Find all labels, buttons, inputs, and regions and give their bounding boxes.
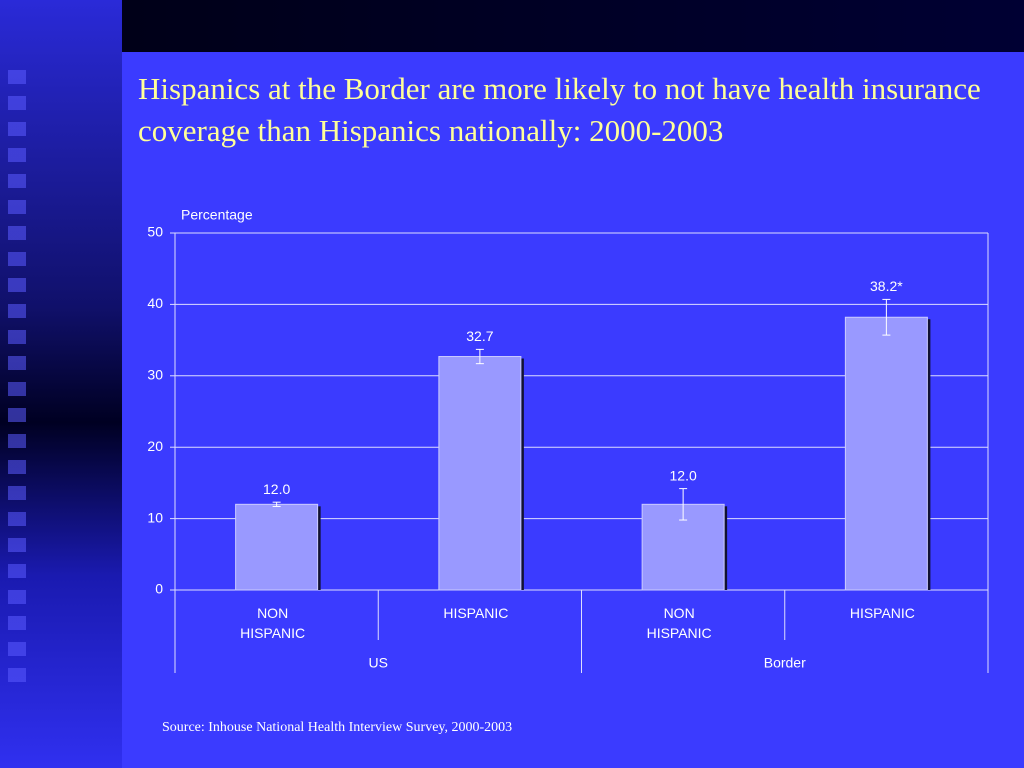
data-label: 12.0 — [670, 467, 697, 483]
y-tick-label: 10 — [147, 509, 163, 525]
y-tick-label: 30 — [147, 367, 163, 383]
data-label: 32.7 — [466, 328, 493, 344]
x-tick-label: NON HISPANIC — [240, 605, 306, 641]
group-label: Border — [764, 655, 806, 671]
source-note: Source: Inhouse National Health Intervie… — [162, 720, 513, 735]
data-label: 12.0 — [263, 481, 290, 497]
x-tick-label: NON HISPANIC — [646, 605, 712, 641]
bar — [844, 316, 928, 591]
decor-squares — [8, 70, 26, 690]
error-bar — [882, 298, 891, 336]
group-label: US — [369, 655, 388, 671]
y-tick-label: 0 — [155, 581, 163, 597]
y-tick-label: 50 — [147, 224, 163, 240]
x-tick-label: HISPANIC — [443, 605, 509, 621]
error-bar — [679, 488, 688, 521]
data-label: 38.2* — [870, 278, 903, 294]
top-band — [122, 0, 1024, 52]
bar — [438, 356, 522, 591]
error-bar — [475, 348, 484, 365]
error-bar — [272, 501, 281, 507]
bar — [235, 503, 319, 591]
x-tick-label: HISPANIC — [849, 605, 915, 621]
y-tick-label: 20 — [147, 438, 163, 454]
y-axis-label: Percentage — [181, 207, 253, 223]
y-tick-label: 40 — [147, 295, 163, 311]
chart-title: Hispanics at the Border are more likely … — [138, 71, 981, 148]
